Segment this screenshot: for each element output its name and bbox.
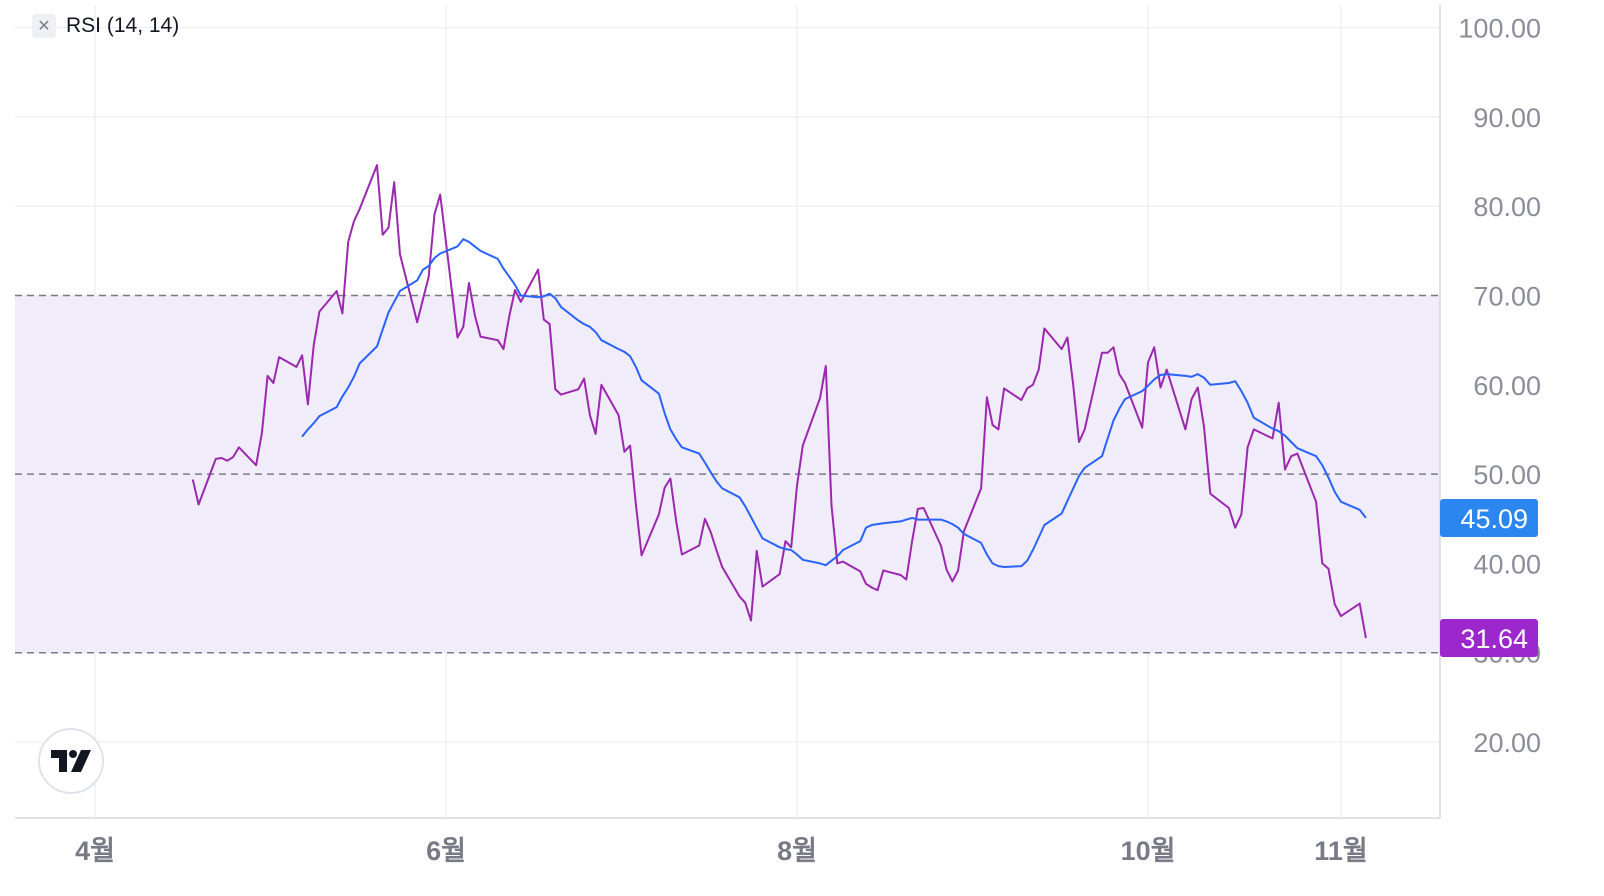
x-tick-label: 11월	[1314, 836, 1367, 866]
x-tick-label: 10월	[1121, 836, 1176, 866]
x-tick-label: 6월	[426, 836, 466, 866]
y-tick-label: 80.00	[1473, 192, 1541, 222]
rsi-ma-badge	[1440, 498, 1538, 537]
y-tick-label: 60.00	[1473, 371, 1541, 401]
rsi-line	[191, 164, 1367, 639]
rsi-ma-badge-label: 45.09	[1460, 504, 1528, 534]
rsi-badge	[1440, 619, 1538, 658]
indicator-legend[interactable]: ✕ RSI (14, 14)	[32, 14, 179, 38]
last-value-badges: 45.09 31.64	[1440, 498, 1538, 658]
y-tick-label: 100.00	[1458, 14, 1541, 44]
close-icon[interactable]: ✕	[32, 14, 56, 38]
x-axis-ticks: 4월 6월 8월 10월 11월	[75, 836, 1368, 866]
x-tick-label: 8월	[777, 836, 817, 866]
series-lines	[191, 164, 1367, 639]
y-tick-label: 70.00	[1473, 282, 1541, 312]
axes	[15, 5, 1441, 819]
x-tick-label: 4월	[75, 836, 115, 866]
y-tick-label: 50.00	[1473, 460, 1541, 490]
tradingview-logo-icon[interactable]	[38, 728, 104, 794]
logo-glyph	[51, 750, 91, 772]
rsi-badge-label: 31.64	[1460, 624, 1528, 654]
rsi-ma-line	[301, 238, 1367, 568]
y-axis-ticks: 20.0030.0040.0050.0060.0070.0080.0090.00…	[1458, 14, 1541, 758]
legend-label: RSI (14, 14)	[66, 14, 180, 37]
y-tick-label: 20.00	[1473, 728, 1541, 758]
y-tick-label: 40.00	[1473, 549, 1541, 579]
y-tick-label: 90.00	[1473, 103, 1541, 133]
rsi-band-lines	[15, 294, 1440, 654]
